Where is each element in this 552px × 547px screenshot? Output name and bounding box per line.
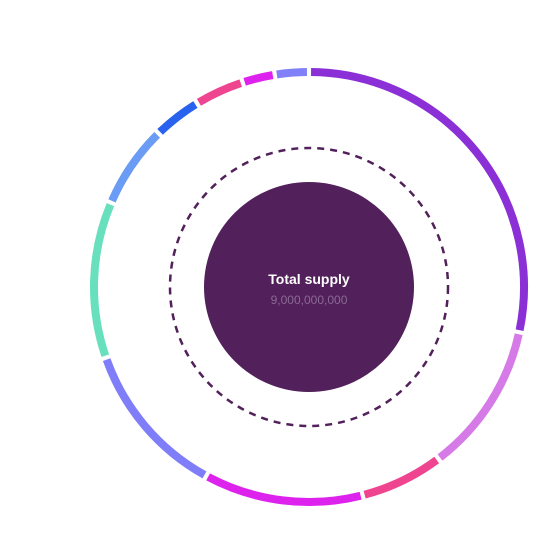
ring-segment-11 [277, 72, 307, 74]
ring-segment-3 [365, 460, 437, 495]
ring-segment-4 [208, 477, 360, 502]
ring-segment-7 [112, 135, 157, 201]
center-title: Total supply [268, 271, 350, 287]
center-disc [204, 182, 414, 392]
center-value: 9,000,000,000 [271, 293, 348, 307]
ring-segment-8 [160, 104, 195, 131]
ring-segment-10 [245, 75, 273, 82]
ring-segment-9 [199, 83, 241, 102]
ring-segment-2 [440, 334, 519, 457]
ring-segment-6 [94, 205, 110, 356]
ring-segment-5 [107, 360, 205, 475]
